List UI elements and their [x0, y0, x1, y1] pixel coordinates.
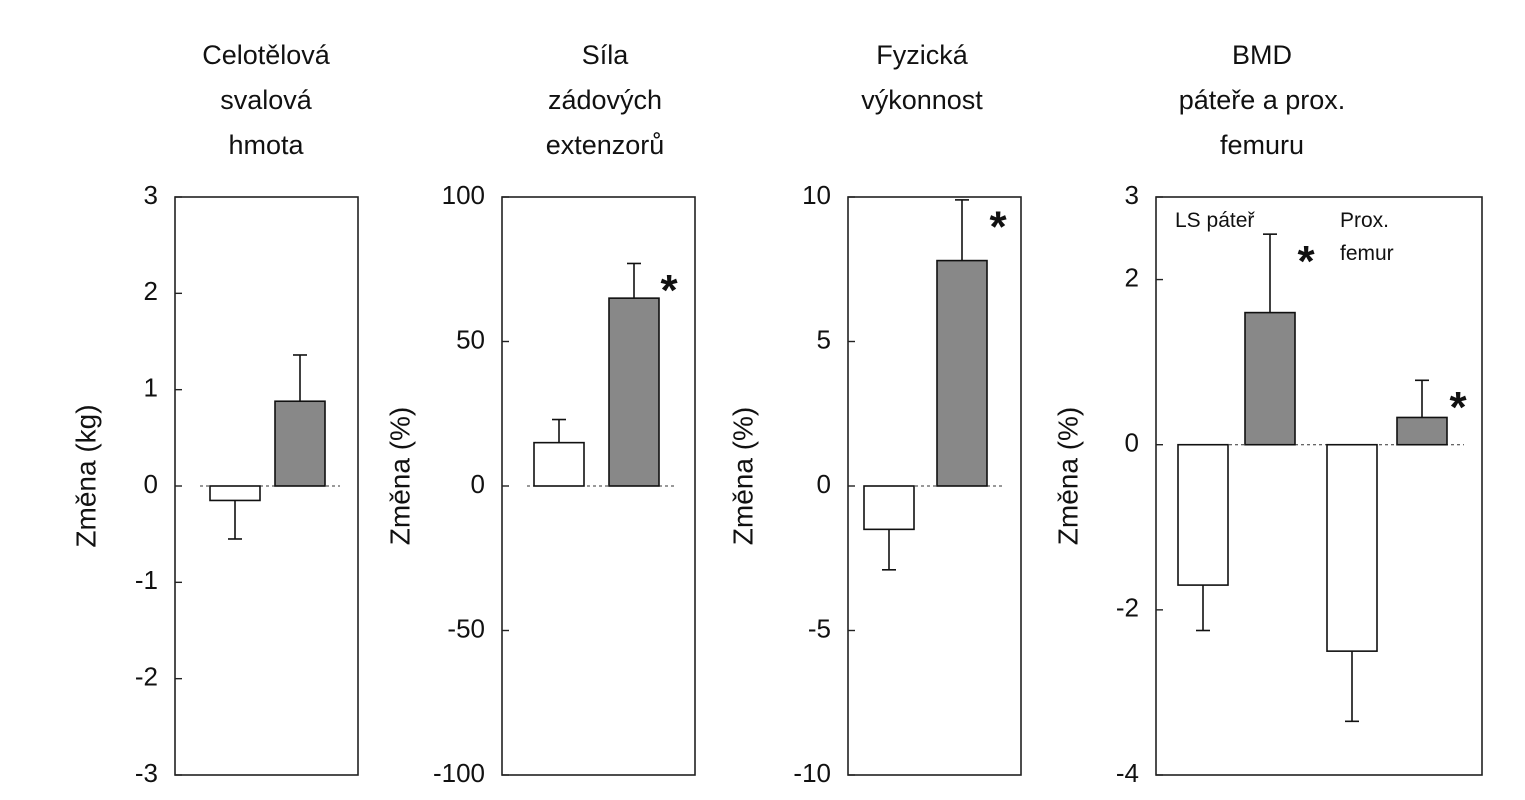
y-tick-label: -5: [808, 613, 831, 643]
panel-title-line: BMD: [1232, 40, 1292, 70]
y-tick-label: -4: [1116, 758, 1139, 788]
bar: [608, 297, 660, 487]
significance-star: *: [660, 266, 678, 315]
y-tick-label: -100: [433, 758, 485, 788]
significance-star: *: [1449, 383, 1467, 432]
panel-physical-performance: Fyzická výkonnost Změna (%) 10 5 0 -5 -10 *: [727, 40, 1022, 788]
y-tick-label: -1: [135, 565, 158, 595]
y-tick-label: 100: [442, 180, 485, 210]
y-tick-label: 0: [471, 469, 485, 499]
panel-title-line: extenzorů: [546, 130, 665, 160]
panel-title-line: zádových: [548, 85, 662, 115]
group-label: Prox.: [1340, 209, 1389, 232]
panel-title-line: Celotělová: [202, 40, 331, 70]
y-tick-label: -2: [1116, 593, 1139, 623]
panel-back-extensor-strength: Síla zádových extenzorů Změna (%) 100 50 0 -50 -…: [384, 40, 696, 788]
significance-star: *: [1297, 237, 1315, 286]
y-axis-label: Změna (%): [1052, 407, 1083, 545]
panel-title-line: páteře a prox.: [1179, 85, 1346, 115]
panel-muscle-mass: Celotělová svalová hmota Změna (kg) 3 2 1 0 -1 -2…: [70, 40, 359, 788]
y-tick-label: -3: [135, 758, 158, 788]
bar: [1177, 443, 1229, 586]
significance-star: *: [989, 203, 1007, 252]
bar: [1326, 443, 1378, 652]
bar: [274, 400, 326, 487]
y-axis-label: Změna (%): [384, 407, 415, 545]
bar: [209, 485, 261, 502]
panel-bmd: BMD páteře a prox. femuru Změna (%) 3 2 0 -2 -4 L…: [1052, 40, 1483, 788]
y-tick-label: 2: [144, 276, 158, 306]
panel-title-line: Fyzická: [876, 40, 968, 70]
bar: [533, 441, 585, 487]
bar: [1244, 311, 1296, 446]
plot-frame: [1155, 196, 1483, 776]
y-tick-label: 0: [144, 469, 158, 499]
group-label: femur: [1340, 242, 1394, 265]
y-tick-label: -10: [793, 758, 831, 788]
y-tick-label: -50: [447, 613, 485, 643]
bar: [863, 485, 915, 531]
panel-title-line: femuru: [1220, 130, 1304, 160]
y-tick-label: 1: [144, 373, 158, 403]
y-tick-label: 0: [1125, 428, 1139, 458]
y-tick-label: 10: [802, 180, 831, 210]
panel-title-line: výkonnost: [861, 85, 983, 115]
y-tick-label: -2: [135, 662, 158, 692]
y-tick-label: 0: [817, 469, 831, 499]
y-axis-label: Změna (kg): [70, 404, 101, 547]
group-label: LS páteř: [1175, 209, 1255, 232]
y-tick-label: 3: [144, 180, 158, 210]
y-tick-label: 3: [1125, 180, 1139, 210]
panel-title-line: hmota: [228, 130, 304, 160]
panel-title-line: Síla: [582, 40, 630, 70]
y-tick-label: 2: [1125, 262, 1139, 292]
bar: [936, 259, 988, 487]
panel-title-line: svalová: [220, 85, 313, 115]
y-tick-label: 50: [456, 324, 485, 354]
y-tick-label: 5: [817, 324, 831, 354]
bar: [1396, 416, 1448, 446]
y-axis-label: Změna (%): [727, 407, 758, 545]
